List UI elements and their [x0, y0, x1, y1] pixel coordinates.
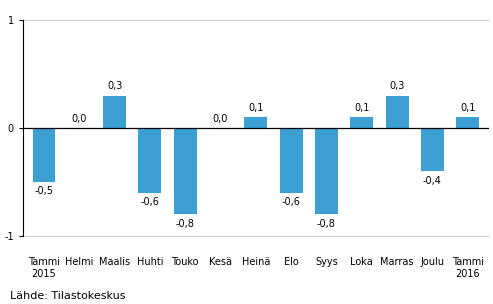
- Bar: [139, 128, 161, 193]
- Text: -0,6: -0,6: [141, 197, 159, 207]
- Bar: [421, 128, 444, 171]
- Text: -0,8: -0,8: [176, 219, 195, 229]
- Text: 0,3: 0,3: [389, 81, 405, 92]
- Text: 0,1: 0,1: [460, 103, 475, 113]
- Bar: [33, 128, 56, 182]
- Text: Lähde: Tilastokeskus: Lähde: Tilastokeskus: [10, 291, 125, 301]
- Text: 0,3: 0,3: [107, 81, 122, 92]
- Text: 0,1: 0,1: [354, 103, 369, 113]
- Bar: [386, 96, 409, 128]
- Text: -0,6: -0,6: [282, 197, 301, 207]
- Bar: [245, 117, 267, 128]
- Text: 0,0: 0,0: [213, 114, 228, 124]
- Text: 0,1: 0,1: [248, 103, 264, 113]
- Bar: [456, 117, 479, 128]
- Bar: [350, 117, 373, 128]
- Bar: [174, 128, 197, 214]
- Bar: [315, 128, 338, 214]
- Text: -0,8: -0,8: [317, 219, 336, 229]
- Text: -0,5: -0,5: [35, 186, 54, 196]
- Bar: [280, 128, 303, 193]
- Bar: [103, 96, 126, 128]
- Text: 0,0: 0,0: [71, 114, 87, 124]
- Text: -0,4: -0,4: [423, 175, 442, 185]
